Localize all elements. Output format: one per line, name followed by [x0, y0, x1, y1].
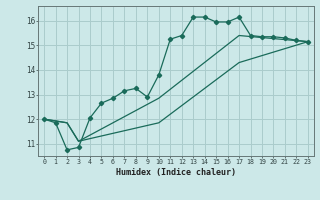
X-axis label: Humidex (Indice chaleur): Humidex (Indice chaleur) — [116, 168, 236, 177]
